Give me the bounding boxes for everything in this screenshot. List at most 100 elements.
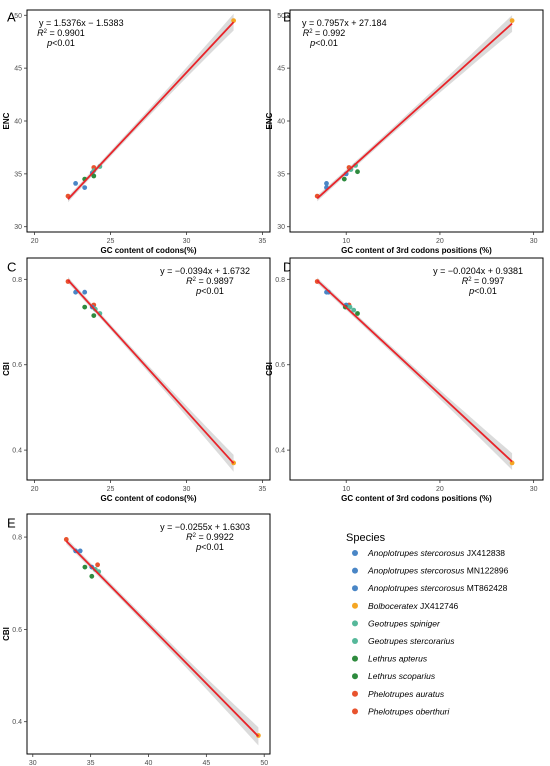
- legend-swatch: [352, 550, 358, 556]
- legend-swatch: [352, 567, 358, 574]
- r-squared: R2 = 0.992: [303, 28, 346, 38]
- legend-label: Lethrus apterus: [368, 654, 428, 664]
- y-axis-title: ENC: [265, 112, 274, 129]
- y-tick-label: 0.8: [12, 535, 22, 542]
- regression-equation: y = 1.5376x − 1.5383: [39, 18, 124, 28]
- legend-item-as2: Anoplotrupes stercorosus MN122896: [352, 566, 509, 576]
- legend-label: Bolboceratex JX412746: [368, 601, 459, 611]
- legend-swatch: [352, 708, 358, 715]
- legend-label: Anoplotrupes stercorosus JX412838: [367, 548, 505, 558]
- y-tick-label: 0.6: [12, 627, 22, 634]
- legend-item-as3: Anoplotrupes stercorosus MT862428: [352, 583, 508, 593]
- x-axis-title: GC content of codons(%): [101, 246, 197, 255]
- legend-title: Species: [346, 532, 386, 544]
- data-point-lsc: [89, 573, 95, 579]
- r-squared: R2 = 0.9897: [186, 276, 234, 286]
- regression-line: [316, 279, 513, 463]
- x-axis-title: GC content of 3rd codons positions (%): [341, 246, 492, 255]
- data-point-gsp: [351, 307, 357, 313]
- data-point-lap: [341, 176, 347, 182]
- legend-label: Anoplotrupes stercorosus MT862428: [367, 583, 508, 593]
- data-point-lsc: [91, 173, 97, 179]
- data-point-pob: [95, 562, 100, 568]
- y-tick-label: 0.6: [12, 362, 22, 369]
- regression-equation: y = −0.0255x + 1.6303: [160, 522, 250, 532]
- legend-swatch: [352, 638, 358, 644]
- legend-swatch: [352, 673, 358, 680]
- regression-line: [65, 540, 260, 738]
- panel-letter: B: [283, 10, 292, 25]
- x-tick-label: 50: [260, 760, 268, 766]
- y-tick-label: 35: [277, 171, 285, 178]
- panel-d: D 10 20 30 0.4 0.6 0.8 GC content of 3rd codons…: [265, 257, 544, 503]
- p-value: p<0.01: [46, 38, 75, 48]
- x-tick-label: 35: [259, 238, 267, 245]
- legend-label: Geotrupes spiniger: [368, 618, 441, 628]
- y-tick-label: 50: [14, 13, 22, 20]
- y-tick-label: 35: [14, 171, 22, 178]
- panel-letter: D: [283, 260, 292, 275]
- regression-line: [67, 21, 235, 200]
- data-point-bol: [509, 18, 515, 23]
- legend-item-bol: Bolboceratex JX412746: [352, 601, 459, 611]
- legend-items: Anoplotrupes stercorosus JX412838 Anoplot…: [352, 548, 509, 716]
- legend: Species Anoplotrupes stercorosus JX41283…: [346, 532, 509, 716]
- x-tick-label: 30: [183, 238, 191, 245]
- legend-label: Geotrupes stercorarius: [368, 636, 455, 646]
- y-tick-label: 0.4: [12, 719, 22, 726]
- x-tick-label: 10: [342, 486, 350, 493]
- x-tick-label: 25: [107, 486, 115, 493]
- legend-swatch: [352, 690, 358, 697]
- data-point-lsc: [355, 311, 360, 316]
- p-value: p<0.01: [309, 38, 338, 48]
- chart-panels: A 20 25 30 35 30 35 40 45 50 GC content of codons(…: [2, 9, 544, 766]
- y-tick-label: 0.8: [12, 277, 22, 284]
- data-point-as1: [324, 181, 329, 186]
- y-tick-label: 0.4: [12, 448, 22, 455]
- data-point-as2: [82, 289, 88, 295]
- x-tick-label: 20: [31, 238, 39, 245]
- x-tick-label: 30: [530, 238, 538, 245]
- y-axis-title: CBI: [2, 627, 11, 641]
- x-tick-label: 20: [436, 238, 444, 245]
- r-squared: R2 = 0.9901: [37, 28, 85, 38]
- x-tick-label: 35: [259, 486, 267, 493]
- y-tick-label: 30: [14, 224, 22, 231]
- legend-item-lap: Lethrus apterus: [352, 654, 428, 664]
- panel-a: A 20 25 30 35 30 35 40 45 50 GC content of codons(…: [2, 9, 271, 255]
- y-axis-title: CBI: [265, 362, 274, 376]
- y-tick-label: 45: [277, 66, 285, 73]
- p-value: p<0.01: [195, 286, 224, 296]
- p-value: p<0.01: [468, 286, 497, 296]
- data-point-bol: [231, 18, 237, 23]
- x-axis-title: GC content of codons(%): [101, 494, 197, 503]
- legend-swatch: [352, 602, 358, 609]
- y-axis-title: CBI: [2, 362, 11, 376]
- x-axis-title: GC content of 3rd codons positions (%): [341, 494, 492, 503]
- y-axis-title: ENC: [2, 112, 11, 129]
- data-point-pau: [63, 537, 69, 542]
- y-tick-label: 0.8: [275, 277, 285, 284]
- r-squared: R2 = 0.997: [462, 276, 505, 286]
- regression-equation: y = −0.0204x + 0.9381: [433, 266, 523, 276]
- panel-letter: C: [7, 260, 16, 275]
- y-tick-label: 30: [277, 224, 285, 231]
- legend-item-lsc: Lethrus scoparius: [352, 671, 436, 681]
- legend-label: Anoplotrupes stercorosus MN122896: [367, 566, 509, 576]
- y-tick-label: 40: [14, 119, 22, 126]
- x-tick-label: 20: [436, 486, 444, 493]
- x-tick-label: 45: [202, 760, 210, 766]
- panel-c: C 20 25 30 35 0.4 0.6 0.8 GC content of codons(%…: [2, 257, 271, 503]
- plot-frame: [289, 9, 544, 233]
- legend-swatch: [352, 585, 358, 592]
- y-tick-label: 0.4: [275, 448, 285, 455]
- x-tick-label: 30: [183, 486, 191, 493]
- data-point-lsc: [91, 313, 97, 318]
- y-tick-label: 50: [277, 13, 285, 20]
- regression-equation: y = −0.0394x + 1.6732: [160, 266, 250, 276]
- r-squared: R2 = 0.9922: [186, 532, 234, 542]
- legend-label: Phelotrupes oberthuri: [368, 706, 450, 716]
- y-tick-label: 40: [277, 119, 285, 126]
- legend-item-pau: Phelotrupes auratus: [352, 689, 445, 699]
